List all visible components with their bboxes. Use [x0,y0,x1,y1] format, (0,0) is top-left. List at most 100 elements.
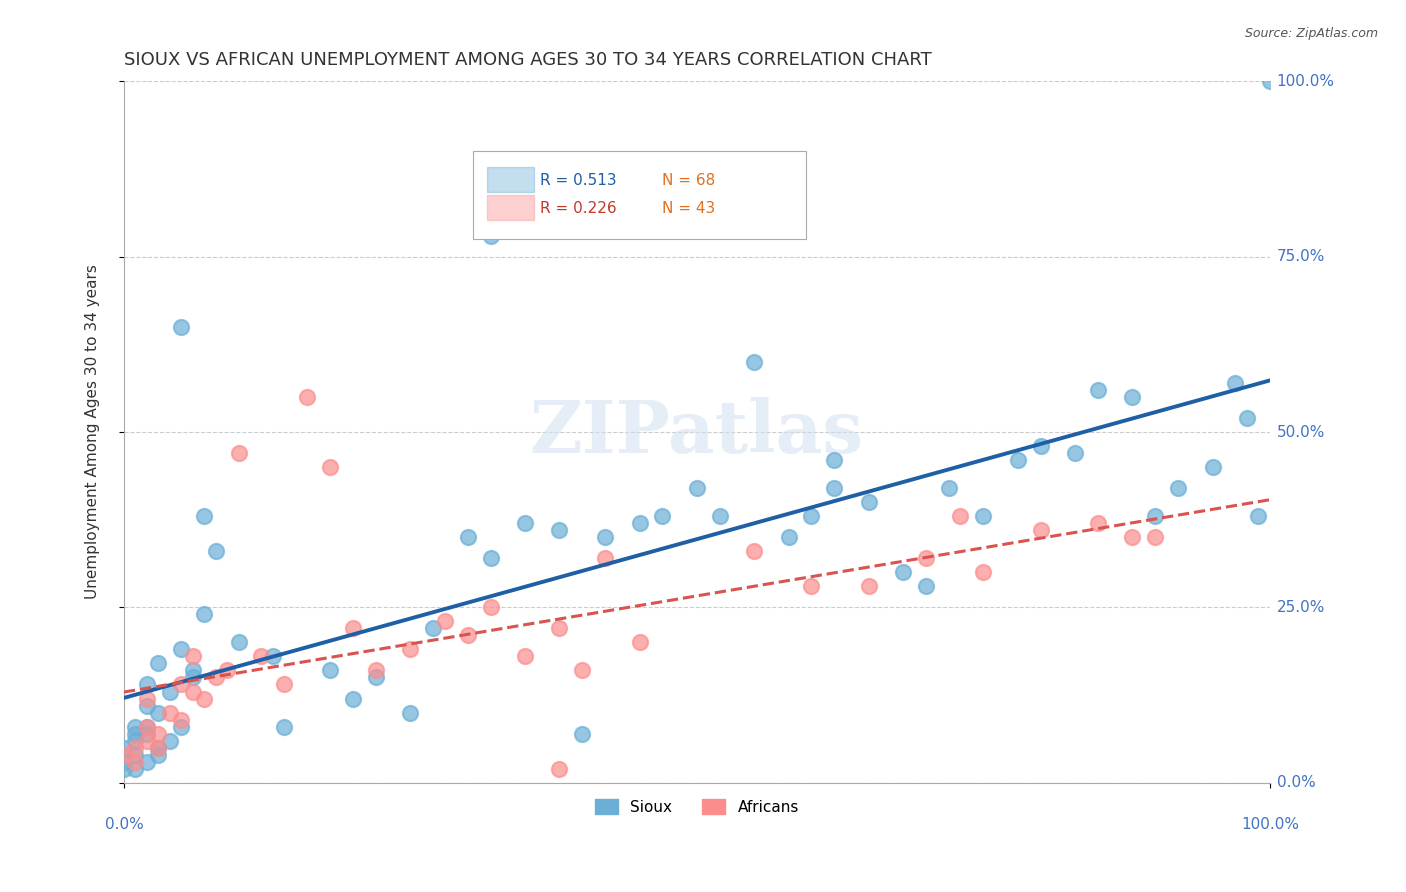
Point [228,446,250,460]
Text: Source: ZipAtlas.com: Source: ZipAtlas.com [1244,27,1378,40]
Point [800,509,823,524]
Point [1121,530,1143,544]
Point [571,726,593,740]
Point [204,544,226,558]
Point [457,530,479,544]
Point [135,720,157,734]
Point [593,530,616,544]
Point [148,747,170,762]
Text: 100.0%: 100.0% [1277,74,1334,89]
Y-axis label: Unemployment Among Ages 30 to 34 years: Unemployment Among Ages 30 to 34 years [86,265,100,599]
Point [135,720,157,734]
FancyBboxPatch shape [486,195,534,220]
Point [112,740,135,755]
Point [148,706,170,720]
Point [1121,390,1143,404]
Point [148,726,170,740]
Text: N = 68: N = 68 [662,173,716,188]
Point [193,691,215,706]
Point [342,621,364,635]
Point [148,740,170,755]
Point [433,615,456,629]
Point [364,671,387,685]
Point [1087,516,1109,531]
Text: 0.0%: 0.0% [104,817,143,832]
Point [972,566,994,580]
Point [181,671,204,685]
Point [170,720,193,734]
Point [181,684,204,698]
Point [273,720,295,734]
Point [124,720,146,734]
Text: ZIPatlas: ZIPatlas [530,397,863,467]
Point [148,657,170,671]
FancyBboxPatch shape [474,152,806,239]
Point [823,481,845,495]
Point [228,635,250,649]
Point [181,664,204,678]
Point [135,726,157,740]
Point [1167,481,1189,495]
Text: 50.0%: 50.0% [1277,425,1324,440]
Point [548,523,571,537]
Point [1236,411,1258,425]
Point [686,481,709,495]
Point [193,509,215,524]
Point [548,621,571,635]
Point [513,649,536,664]
Point [135,755,157,769]
Point [297,390,319,404]
Point [204,671,226,685]
Point [159,733,181,747]
Point [1087,383,1109,397]
Point [193,607,215,622]
Point [891,566,914,580]
Point [742,355,765,369]
Text: N = 43: N = 43 [662,202,716,217]
Point [858,495,880,509]
Point [170,319,193,334]
Point [399,706,422,720]
Point [457,628,479,642]
Point [1029,439,1052,453]
Point [1225,376,1247,390]
Point [800,579,823,593]
Point [262,649,284,664]
Point [112,747,135,762]
Point [364,664,387,678]
Point [479,551,502,566]
Point [1007,453,1029,467]
Point [135,698,157,713]
Point [915,579,938,593]
Point [915,551,938,566]
Point [215,664,238,678]
FancyBboxPatch shape [486,167,534,192]
Point [112,755,135,769]
Point [479,228,502,243]
Point [319,460,342,475]
Point [170,677,193,691]
Point [1029,523,1052,537]
Point [148,740,170,755]
Point [823,453,845,467]
Point [479,600,502,615]
Text: 25.0%: 25.0% [1277,599,1324,615]
Point [1064,446,1087,460]
Point [124,762,146,776]
Point [949,509,972,524]
Point [135,677,157,691]
Point [513,516,536,531]
Point [273,677,295,691]
Point [135,691,157,706]
Point [124,733,146,747]
Point [628,516,651,531]
Text: SIOUX VS AFRICAN UNEMPLOYMENT AMONG AGES 30 TO 34 YEARS CORRELATION CHART: SIOUX VS AFRICAN UNEMPLOYMENT AMONG AGES… [124,51,932,69]
Legend: Sioux, Africans: Sioux, Africans [589,792,806,821]
Point [170,642,193,657]
Text: 100.0%: 100.0% [1241,817,1299,832]
Text: 0.0%: 0.0% [1277,775,1316,790]
Point [135,733,157,747]
Point [181,649,204,664]
Point [159,684,181,698]
Point [778,530,800,544]
